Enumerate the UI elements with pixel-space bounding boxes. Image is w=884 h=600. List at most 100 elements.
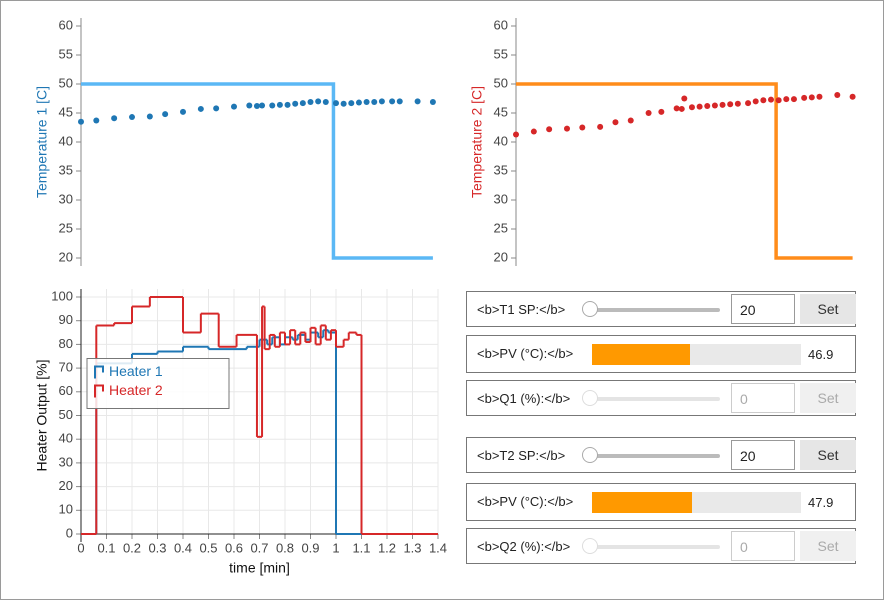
- setpoint-line: [516, 82, 853, 260]
- y-tick-label: 55: [494, 46, 508, 61]
- y-tick-label: 0: [66, 525, 73, 540]
- number-input[interactable]: 20: [731, 294, 795, 324]
- control-label: <b>PV (°C):</b>: [477, 346, 574, 361]
- data-point: [801, 94, 808, 101]
- x-tick-label: 0.9: [301, 540, 319, 555]
- control-row: <b>Q1 (%):</b> 0 Set: [466, 380, 856, 416]
- number-input[interactable]: 0: [731, 531, 795, 561]
- set-button[interactable]: Set: [800, 440, 856, 470]
- data-point: [371, 98, 378, 105]
- data-point: [322, 98, 329, 105]
- data-point: [276, 101, 283, 108]
- slider-track: [592, 308, 720, 312]
- y-tick-label: 100: [51, 288, 73, 303]
- data-point: [546, 126, 553, 133]
- slider-track: [592, 397, 720, 401]
- data-point: [93, 117, 100, 124]
- data-point: [355, 99, 362, 106]
- y-tick-label: 45: [59, 104, 73, 119]
- data-point: [627, 117, 634, 124]
- data-point: [696, 103, 703, 110]
- data-point: [348, 100, 355, 107]
- slider-thumb[interactable]: [582, 301, 598, 317]
- data-point: [816, 93, 823, 100]
- y-tick-label: 20: [59, 478, 73, 493]
- x-tick-label: 1.3: [403, 540, 421, 555]
- data-point: [197, 105, 204, 112]
- data-point: [111, 115, 118, 122]
- progress-value: 47.9: [808, 495, 834, 510]
- y-tick-label: 20: [59, 249, 73, 264]
- data-point: [579, 124, 586, 131]
- y-tick-label: 30: [59, 454, 73, 469]
- slider-thumb[interactable]: [582, 447, 598, 463]
- data-point: [513, 131, 519, 138]
- data-point: [378, 98, 385, 105]
- slider-thumb[interactable]: [582, 538, 598, 554]
- y-tick-label: 30: [59, 191, 73, 206]
- data-point: [760, 97, 767, 104]
- slider-track: [592, 454, 720, 458]
- y-tick-label: 40: [59, 133, 73, 148]
- y-tick-label: 50: [59, 407, 73, 422]
- x-tick-label: 0.5: [199, 540, 217, 555]
- x-tick-label: 0.2: [123, 540, 141, 555]
- number-input[interactable]: 0: [731, 383, 795, 413]
- data-point: [727, 101, 734, 108]
- x-tick-label: 0.3: [148, 540, 166, 555]
- data-point: [719, 101, 726, 108]
- data-point: [307, 98, 314, 105]
- data-point: [564, 125, 570, 132]
- progress-track: [592, 344, 801, 365]
- data-point: [284, 101, 291, 108]
- control-label: <b>Q1 (%):</b>: [477, 391, 571, 406]
- data-point: [78, 118, 84, 125]
- legend-icon: [94, 365, 104, 379]
- y-tick-label: 50: [494, 75, 508, 90]
- slider-track: [592, 545, 720, 549]
- data-point: [673, 105, 680, 112]
- y-axis-label: Heater Output [%]: [34, 359, 50, 471]
- data-point: [333, 100, 339, 107]
- progress-track: [592, 492, 801, 513]
- legend-box: [86, 358, 230, 409]
- control-label: <b>Q2 (%):</b>: [477, 539, 571, 554]
- data-point: [269, 102, 276, 109]
- y-tick-label: 20: [494, 249, 508, 264]
- y-tick-label: 35: [59, 162, 73, 177]
- x-tick-label: 0.6: [225, 540, 243, 555]
- data-point: [315, 98, 322, 105]
- data-point: [783, 96, 790, 103]
- y-tick-label: 45: [494, 104, 508, 119]
- control-label: <b>PV (°C):</b>: [477, 494, 574, 509]
- data-point: [253, 103, 260, 110]
- data-point: [688, 104, 695, 111]
- progress-value: 46.9: [808, 347, 834, 362]
- data-point: [752, 98, 759, 105]
- y-tick-label: 10: [59, 502, 73, 517]
- data-point: [231, 103, 237, 110]
- data-point: [678, 105, 685, 112]
- data-point: [414, 98, 421, 105]
- data-point: [292, 100, 299, 107]
- set-button[interactable]: Set: [800, 294, 856, 324]
- progress-bar: [592, 344, 691, 365]
- data-point: [704, 103, 711, 110]
- number-input[interactable]: 20: [731, 440, 795, 470]
- data-point: [363, 98, 370, 105]
- y-tick-label: 25: [59, 220, 73, 235]
- y-axis-label: Temperature 2 [C]: [469, 86, 485, 198]
- data-point: [129, 114, 135, 121]
- data-point: [340, 100, 347, 107]
- legend-label: Heater 1: [109, 363, 163, 379]
- legend-icon: [94, 384, 104, 398]
- data-point: [734, 100, 741, 107]
- y-tick-label: 40: [494, 133, 508, 148]
- set-button[interactable]: Set: [800, 383, 856, 413]
- set-button[interactable]: Set: [800, 531, 856, 561]
- data-point: [246, 102, 253, 109]
- x-tick-label: 0.1: [97, 540, 115, 555]
- slider-thumb[interactable]: [582, 390, 598, 406]
- control-label: <b>T1 SP:</b>: [477, 302, 566, 317]
